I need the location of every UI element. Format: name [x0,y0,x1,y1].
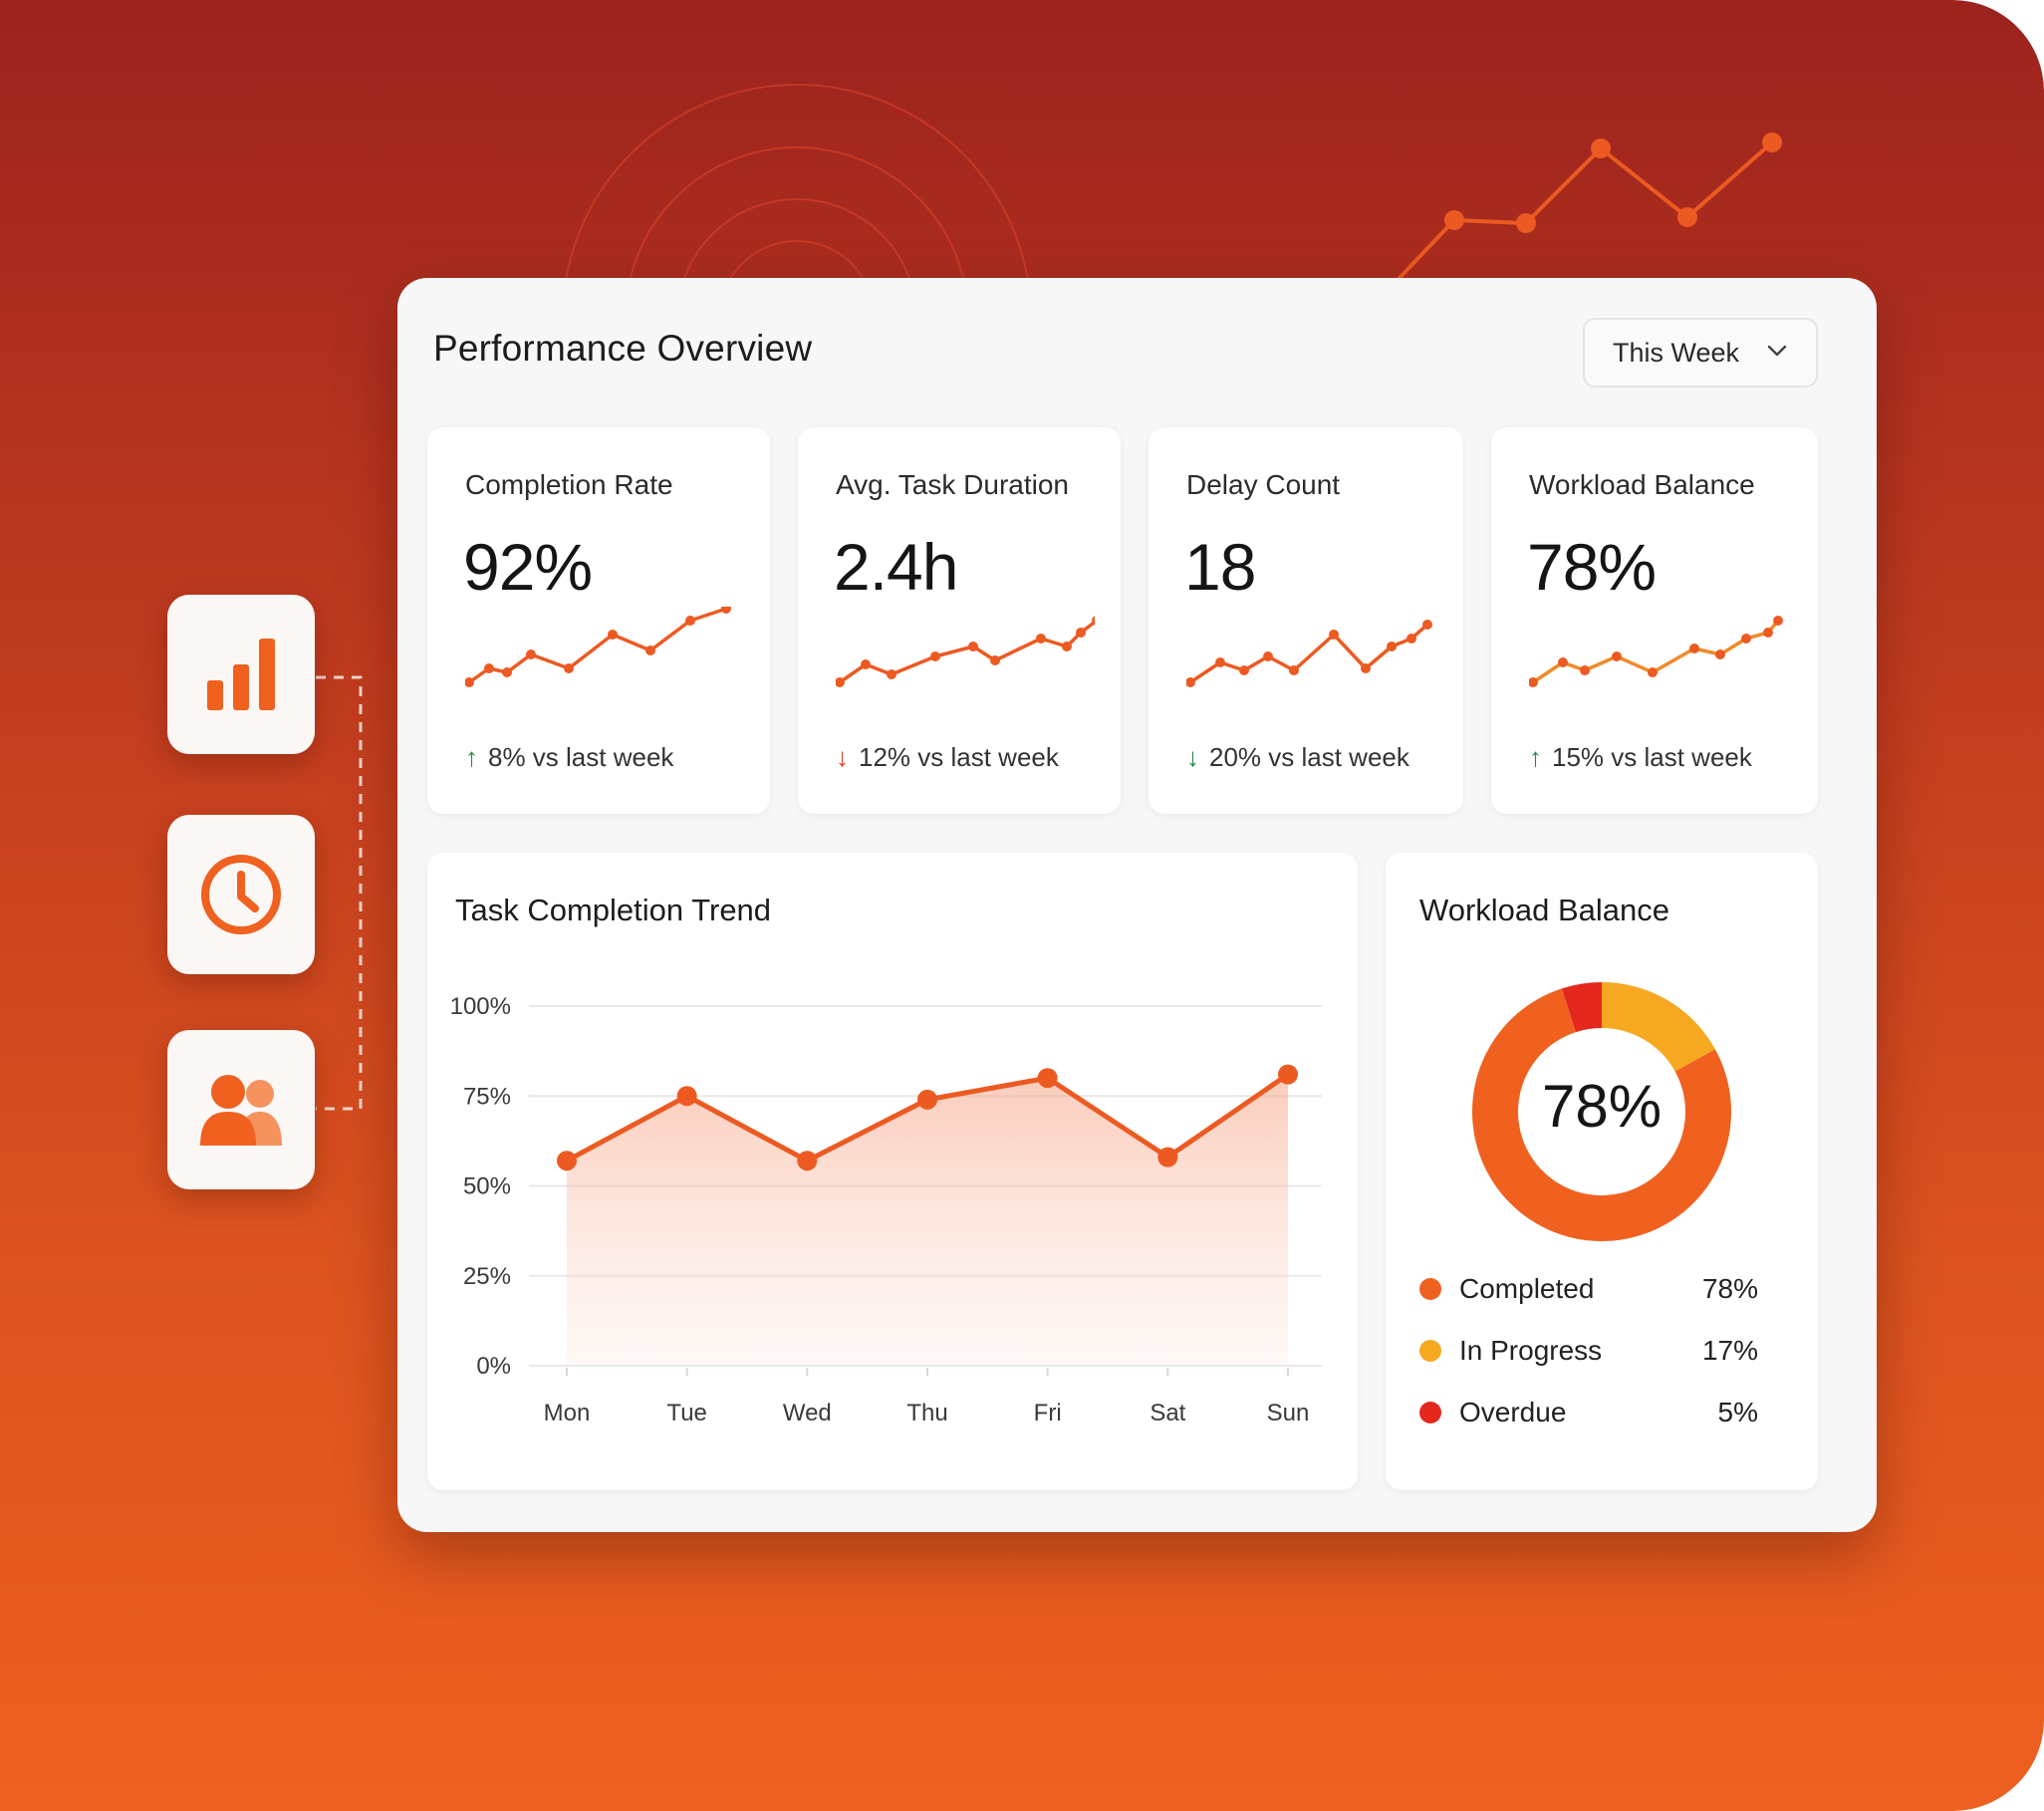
legend-item-completed: Completed 78% [1419,1269,1758,1309]
kpi-delta-text: 8% vs last week [488,742,674,772]
legend-value: 17% [1701,1335,1758,1366]
donut-center-value: 78% [1541,1073,1662,1140]
data-point [1157,1147,1178,1167]
x-tick-label: Thu [906,1400,947,1426]
legend-item-in-progress: In Progress 17% [1419,1331,1758,1371]
arrow-down-icon: ↓ [1186,742,1199,772]
legend-label: Overdue [1459,1397,1567,1427]
x-tick-label: Tue [666,1400,706,1426]
donut-slice-overdue [1561,982,1602,1033]
kpi-card-delay-count[interactable]: Delay Count 18 ↓ 20% vs last week [1149,427,1463,814]
period-dropdown[interactable]: This Week [1583,318,1818,388]
kpi-label: Avg. Task Duration [836,469,1069,500]
kpi-value: 92% [463,530,593,604]
kpi-delta: ↓ 20% vs last week [1186,742,1409,773]
arrow-up-icon: ↑ [465,742,478,772]
y-tick-label: 25% [463,1263,511,1290]
arrow-down-icon: ↓ [836,742,849,772]
page-title: Performance Overview [433,328,813,369]
y-tick-label: 50% [463,1173,511,1200]
donut-hole [1519,1029,1684,1194]
kpi-label: Workload Balance [1529,469,1755,500]
period-dropdown-value: This Week [1613,337,1740,368]
data-point [1037,1068,1058,1089]
legend-dot [1419,1402,1441,1423]
kpi-sparkline [1529,616,1783,687]
kpi-value: 2.4h [834,530,958,604]
workload-donut [1472,982,1731,1241]
time-shortcut[interactable] [167,815,315,974]
x-tick-label: Wed [783,1400,832,1426]
workload-title: Workload Balance [1419,893,1670,927]
legend-dot [1419,1340,1441,1362]
kpi-delta: ↓ 12% vs last week [836,742,1059,773]
kpi-sparkline [465,607,731,687]
kpi-delta-text: 20% vs last week [1209,742,1409,772]
data-point [917,1089,937,1110]
kpi-delta: ↑ 15% vs last week [1529,742,1752,773]
analytics-shortcut[interactable] [167,595,315,754]
kpi-label: Completion Rate [465,469,673,500]
legend-value: 5% [1717,1397,1758,1427]
legend-dot [1419,1278,1441,1300]
team-shortcut[interactable] [167,1030,315,1189]
chevron-down-icon [1767,345,1787,357]
kpi-delta-text: 15% vs last week [1552,742,1752,772]
performance-panel: Performance Overview This Week Completio… [397,278,1877,1532]
workload-card: Workload Balance 78% Completed 78% In Pr… [1386,853,1818,1490]
kpi-card-workload-balance[interactable]: Workload Balance 78% ↑ 15% vs last week [1491,427,1818,814]
kpi-value: 18 [1184,530,1256,604]
kpi-sparkline [1186,620,1432,687]
x-tick-label: Fri [1034,1400,1062,1426]
kpi-delta-text: 12% vs last week [859,742,1059,772]
data-point [1278,1064,1298,1085]
bar-chart-icon [207,639,275,710]
trend-card: Task Completion Trend 0% 25% 50% 75% 100% Mon… [427,853,1358,1490]
data-point [557,1151,577,1171]
kpi-delta: ↑ 8% vs last week [465,742,673,773]
clock-icon [201,855,281,934]
kpi-sparkline [836,616,1095,687]
y-tick-label: 0% [476,1353,511,1380]
donut-slice-completed [1472,988,1731,1241]
legend-item-overdue: Overdue 5% [1419,1393,1758,1432]
series-area [567,1074,1288,1366]
kpi-value: 78% [1527,530,1657,604]
legend-value: 78% [1701,1273,1758,1304]
arrow-up-icon: ↑ [1529,742,1542,772]
kpi-card-completion-rate[interactable]: Completion Rate 92% ↑ 8% vs last week [427,427,770,814]
kpi-label: Delay Count [1186,469,1341,500]
x-tick-label: Sat [1150,1400,1185,1426]
kpi-card-avg-task-duration[interactable]: Avg. Task Duration 2.4h ↓ 12% vs last we… [798,427,1121,814]
users-icon [200,1075,282,1146]
legend-label: Completed [1459,1273,1595,1304]
donut-slice-in-progress [1602,982,1715,1072]
data-point [797,1151,818,1171]
trend-title: Task Completion Trend [455,893,772,927]
x-tick-label: Sun [1267,1400,1310,1426]
data-point [676,1086,697,1107]
legend-label: In Progress [1459,1335,1603,1366]
trend-chart: 0% 25% 50% 75% 100% Mon Tue Wed Thu Fri Sat Sun [450,993,1322,1426]
y-tick-label: 75% [463,1083,511,1110]
x-tick-label: Mon [544,1400,591,1426]
y-tick-label: 100% [450,993,511,1020]
